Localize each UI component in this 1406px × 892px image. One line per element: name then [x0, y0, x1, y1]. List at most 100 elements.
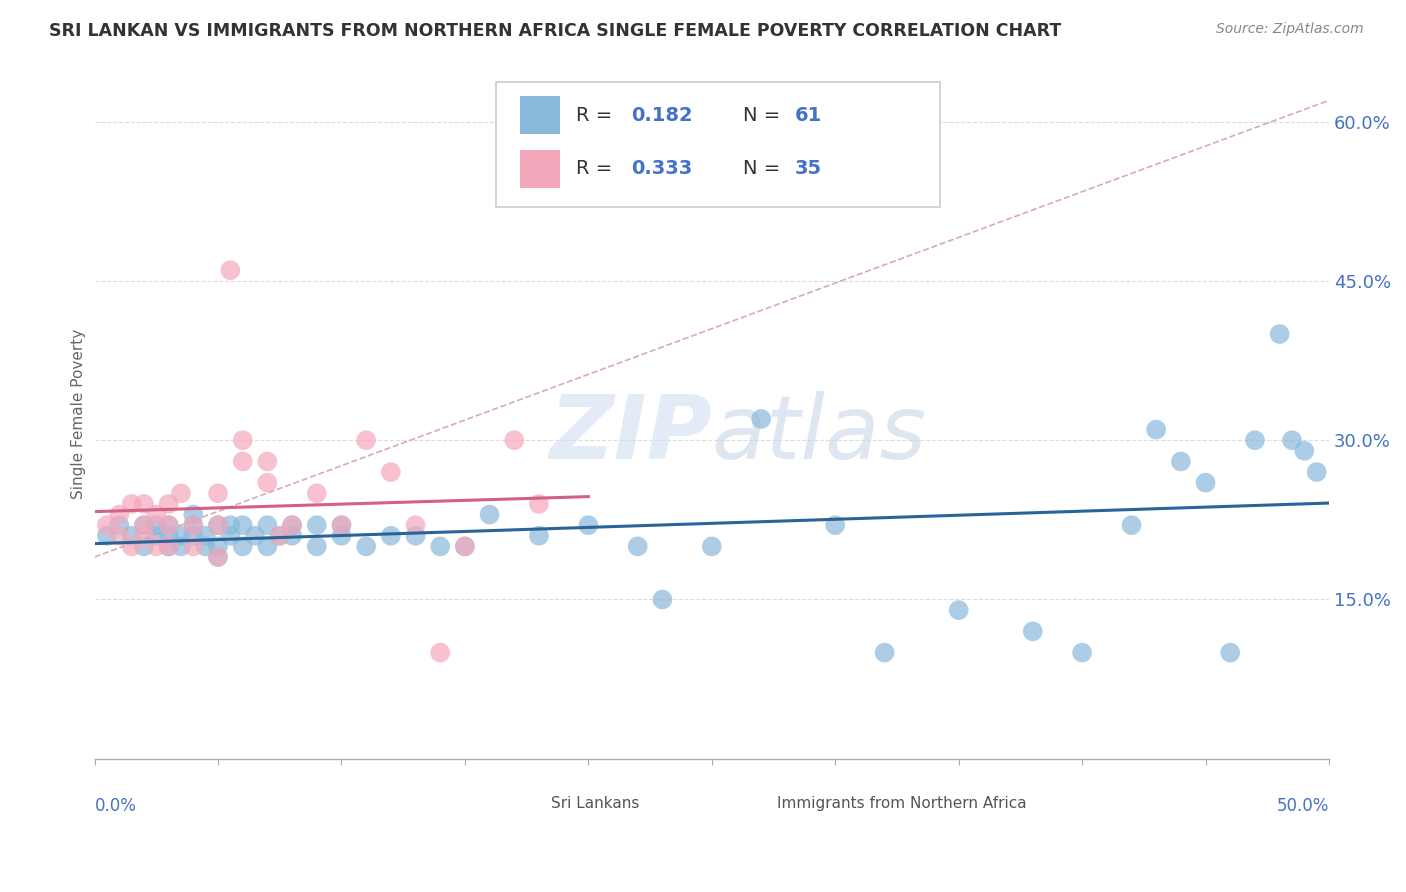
Point — [183, 508, 205, 522]
Point — [305, 540, 328, 554]
Point — [1281, 433, 1303, 447]
Point — [157, 529, 180, 543]
Point — [281, 529, 304, 543]
Point — [145, 518, 167, 533]
Point — [183, 529, 205, 543]
Point — [405, 529, 427, 543]
Point — [269, 529, 291, 543]
Point — [183, 518, 205, 533]
Point — [1305, 465, 1327, 479]
Point — [305, 518, 328, 533]
Point — [1071, 646, 1094, 660]
Text: 0.333: 0.333 — [631, 159, 693, 178]
Point — [243, 529, 266, 543]
Point — [429, 540, 451, 554]
Point — [207, 518, 229, 533]
Point — [380, 529, 402, 543]
Text: 35: 35 — [794, 159, 821, 178]
Point — [157, 497, 180, 511]
Point — [1121, 518, 1143, 533]
Point — [145, 529, 167, 543]
Point — [219, 518, 242, 533]
Bar — [730, 791, 765, 817]
Point — [454, 540, 477, 554]
Point — [170, 540, 193, 554]
Point — [183, 518, 205, 533]
Point — [145, 540, 167, 554]
Point — [183, 540, 205, 554]
Point — [405, 518, 427, 533]
Point — [503, 433, 526, 447]
Point — [194, 540, 217, 554]
Text: atlas: atlas — [711, 392, 927, 477]
Bar — [508, 791, 543, 817]
Point — [132, 529, 155, 543]
Point — [1244, 433, 1267, 447]
Text: N =: N = — [742, 159, 786, 178]
Point — [354, 433, 377, 447]
Point — [207, 518, 229, 533]
Point — [873, 646, 896, 660]
Point — [1268, 326, 1291, 341]
Bar — [520, 150, 560, 187]
Point — [121, 540, 143, 554]
Point — [157, 540, 180, 554]
Text: Sri Lankans: Sri Lankans — [551, 797, 640, 811]
Point — [121, 529, 143, 543]
Point — [207, 549, 229, 564]
Point — [354, 540, 377, 554]
Point — [96, 529, 118, 543]
Point — [108, 508, 131, 522]
Point — [256, 475, 278, 490]
Text: Immigrants from Northern Africa: Immigrants from Northern Africa — [778, 797, 1026, 811]
Point — [132, 540, 155, 554]
Point — [330, 529, 353, 543]
Point — [96, 518, 118, 533]
Point — [330, 518, 353, 533]
Point — [1219, 646, 1241, 660]
Point — [232, 454, 254, 468]
Point — [305, 486, 328, 500]
Point — [380, 465, 402, 479]
Point — [527, 497, 550, 511]
Point — [256, 540, 278, 554]
FancyBboxPatch shape — [496, 82, 941, 207]
Text: SRI LANKAN VS IMMIGRANTS FROM NORTHERN AFRICA SINGLE FEMALE POVERTY CORRELATION : SRI LANKAN VS IMMIGRANTS FROM NORTHERN A… — [49, 22, 1062, 40]
Point — [157, 518, 180, 533]
Point — [132, 518, 155, 533]
Text: ZIP: ZIP — [550, 391, 711, 478]
Point — [330, 518, 353, 533]
Y-axis label: Single Female Poverty: Single Female Poverty — [72, 328, 86, 499]
Point — [1170, 454, 1192, 468]
Point — [627, 540, 650, 554]
Point — [281, 518, 304, 533]
Text: R =: R = — [576, 106, 619, 125]
Point — [256, 454, 278, 468]
Text: N =: N = — [742, 106, 786, 125]
Point — [108, 529, 131, 543]
Bar — [520, 96, 560, 135]
Point — [824, 518, 846, 533]
Text: 0.0%: 0.0% — [94, 797, 136, 814]
Point — [256, 518, 278, 533]
Point — [207, 486, 229, 500]
Text: 61: 61 — [794, 106, 821, 125]
Point — [232, 433, 254, 447]
Point — [651, 592, 673, 607]
Point — [108, 518, 131, 533]
Point — [576, 518, 599, 533]
Point — [194, 529, 217, 543]
Point — [281, 518, 304, 533]
Text: 50.0%: 50.0% — [1277, 797, 1329, 814]
Point — [232, 518, 254, 533]
Point — [145, 508, 167, 522]
Point — [132, 497, 155, 511]
Point — [170, 529, 193, 543]
Point — [269, 529, 291, 543]
Point — [527, 529, 550, 543]
Point — [219, 529, 242, 543]
Point — [232, 540, 254, 554]
Point — [454, 540, 477, 554]
Point — [700, 540, 723, 554]
Point — [1194, 475, 1216, 490]
